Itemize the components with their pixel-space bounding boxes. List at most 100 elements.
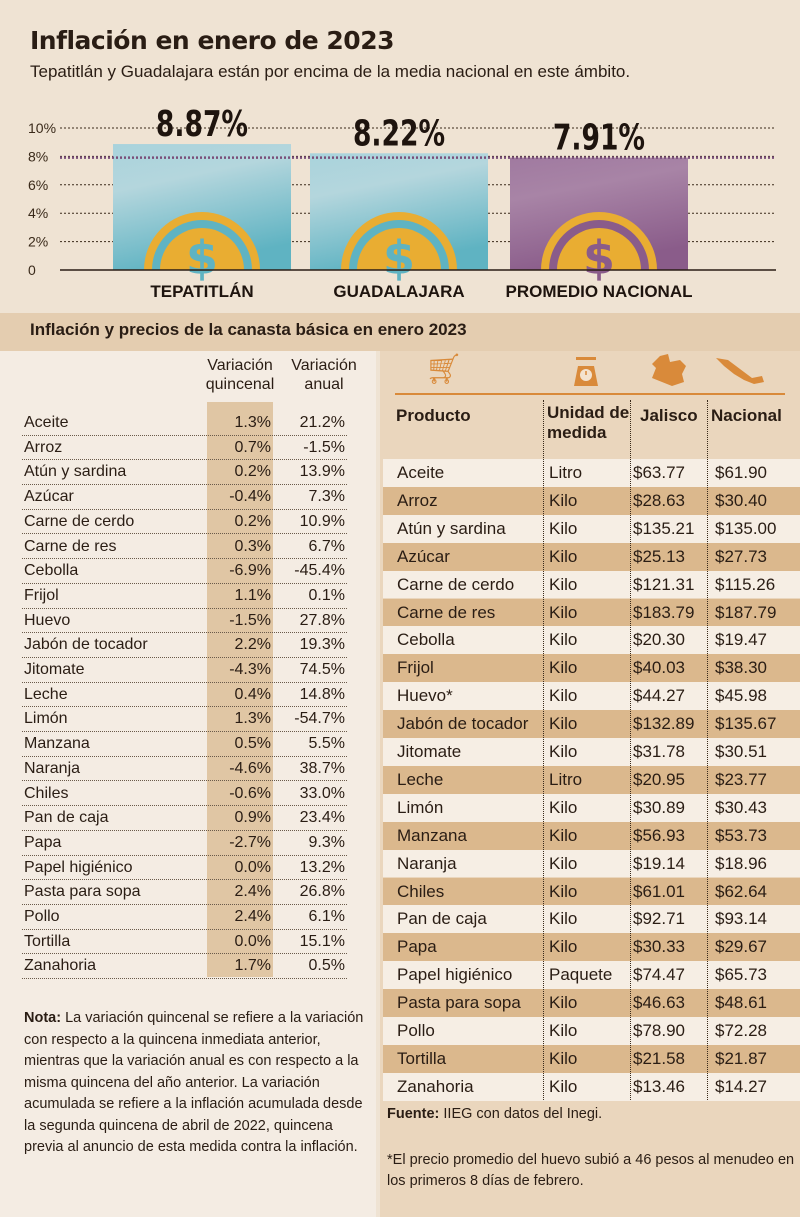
national-price: $45.98: [715, 686, 767, 706]
table-row: Azúcar Kilo $25.13 $27.73: [383, 542, 800, 571]
quincenal-value: -6.9%: [229, 562, 271, 580]
unit: Kilo: [549, 518, 578, 538]
column-divider: [630, 400, 631, 1100]
product-name: Arroz: [24, 438, 63, 456]
product-name: Huevo*: [397, 686, 453, 706]
product-name: Pollo: [24, 908, 60, 925]
quincenal-value: 2.4%: [234, 908, 271, 925]
table-row: Aceite 1.3% 21.2%: [22, 411, 347, 436]
jalisco-price: $92.71: [633, 909, 685, 929]
product-name: Papel higiénico: [24, 858, 133, 876]
product-name: Azúcar: [397, 546, 450, 566]
jalisco-price: $19.14: [633, 853, 685, 873]
product-name: Carne de res: [397, 602, 496, 622]
jalisco-price: $31.78: [633, 742, 685, 761]
quincenal-value: 0.7%: [234, 438, 271, 456]
product-name: Naranja: [24, 759, 81, 777]
table-row: Papa Kilo $30.33 $29.67: [383, 933, 800, 962]
table-row: Arroz Kilo $28.63 $30.40: [383, 486, 800, 515]
product-name: Huevo: [24, 611, 71, 629]
annual-value: 6.1%: [308, 908, 345, 925]
quincenal-value: -4.6%: [229, 759, 271, 777]
product-name: Tortilla: [24, 932, 71, 950]
annual-value: 21.2%: [299, 414, 345, 431]
product-name: Pan de caja: [397, 909, 487, 929]
table-row: Chiles -0.6% 33.0%: [22, 782, 347, 807]
table-row: Frijol Kilo $40.03 $38.30: [383, 654, 800, 683]
column-divider: [543, 400, 544, 1100]
jalisco-price: $40.03: [633, 658, 685, 678]
jalisco-price: $20.95: [633, 769, 685, 789]
table-row: Pan de caja Kilo $92.71 $93.14: [383, 905, 800, 934]
table-row: Cebolla -6.9% -45.4%: [22, 559, 347, 584]
unit: Kilo: [549, 602, 578, 622]
table-row: Tortilla 0.0% 15.1%: [22, 930, 347, 955]
header-jalisco: Jalisco: [640, 406, 698, 425]
unit: Kilo: [549, 853, 578, 873]
table-row: Leche 0.4% 14.8%: [22, 683, 347, 708]
y-tick-label: 10%: [28, 120, 56, 136]
source: Fuente: IIEG con datos del Inegi.: [387, 1106, 602, 1122]
table-row: Arroz 0.7% -1.5%: [22, 436, 347, 461]
data-label: 8.22%: [353, 111, 445, 154]
product-name: Arroz: [397, 490, 438, 510]
table-row: Leche Litro $20.95 $23.77: [383, 765, 800, 794]
source-text: IIEG con datos del Inegi.: [439, 1106, 603, 1122]
product-name: Papa: [397, 937, 437, 957]
national-price: $115.26: [715, 574, 776, 594]
unit: Kilo: [549, 797, 578, 817]
quincenal-value: 0.5%: [234, 735, 271, 753]
table-row: Carne de res Kilo $183.79 $187.79: [383, 598, 800, 627]
unit: Kilo: [549, 546, 578, 566]
table-row: Manzana Kilo $56.93 $53.73: [383, 821, 800, 850]
jalisco-price: $183.79: [633, 602, 695, 622]
table-row: Chiles Kilo $61.01 $62.64: [383, 877, 800, 906]
quincenal-value: 1.3%: [234, 710, 271, 728]
product-name: Cebolla: [397, 630, 455, 650]
jalisco-price: $21.58: [633, 1048, 685, 1068]
unit: Kilo: [549, 630, 578, 650]
y-tick-label: 6%: [28, 177, 48, 193]
table-row: Aceite Litro $63.77 $61.90: [383, 459, 800, 487]
product-name: Pollo: [397, 1021, 435, 1040]
annual-value: 10.9%: [299, 512, 345, 530]
header-nacional: Nacional: [711, 406, 782, 425]
annual-value: 13.2%: [299, 858, 345, 876]
dollar-sign-icon: $: [383, 231, 415, 285]
note-text: La variación quincenal se refiere a la v…: [24, 1010, 364, 1155]
y-tick-label: 0: [28, 262, 36, 278]
category-label: TEPATITLÁN: [150, 282, 253, 301]
unit: Kilo: [549, 1021, 578, 1040]
jalisco-price: $28.63: [633, 490, 685, 510]
table-row: Limón 1.3% -54.7%: [22, 707, 347, 733]
jalisco-price: $44.27: [633, 686, 685, 706]
product-name: Tortilla: [397, 1048, 447, 1068]
annual-value: 5.5%: [308, 735, 345, 753]
national-price: $135.00: [715, 518, 777, 538]
annual-value: 26.8%: [299, 883, 345, 901]
quincenal-value: 0.0%: [234, 932, 271, 950]
table-row: Carne de res 0.3% 6.7%: [22, 535, 347, 560]
product-name: Papa: [24, 833, 62, 851]
national-price: $62.64: [715, 881, 767, 901]
product-name: Aceite: [397, 463, 445, 482]
unit: Kilo: [549, 742, 578, 761]
product-name: Pasta para sopa: [24, 883, 141, 901]
quincenal-value: 1.1%: [234, 586, 271, 604]
header-variacion-quincenal: Variación quincenal: [205, 357, 275, 393]
national-price: $29.67: [715, 937, 767, 957]
unit: Paquete: [549, 965, 613, 985]
table-row: Atún y sardina 0.2% 13.9%: [22, 460, 347, 486]
annual-value: 0.5%: [308, 957, 345, 975]
annual-value: -45.4%: [294, 562, 345, 580]
national-price: $135.67: [715, 714, 777, 734]
table-row: Huevo -1.5% 27.8%: [22, 609, 347, 634]
product-name: Azúcar: [24, 488, 74, 506]
product-name: Chiles: [24, 784, 69, 802]
table-row: Papel higiénico 0.0% 13.2%: [22, 856, 347, 881]
table-row: Pasta para sopa Kilo $46.63 $48.61: [383, 989, 800, 1017]
national-price: $21.87: [715, 1048, 767, 1068]
national-price: $27.73: [715, 546, 767, 566]
annual-value: 15.1%: [299, 932, 345, 950]
quincenal-value: 1.3%: [234, 414, 271, 431]
